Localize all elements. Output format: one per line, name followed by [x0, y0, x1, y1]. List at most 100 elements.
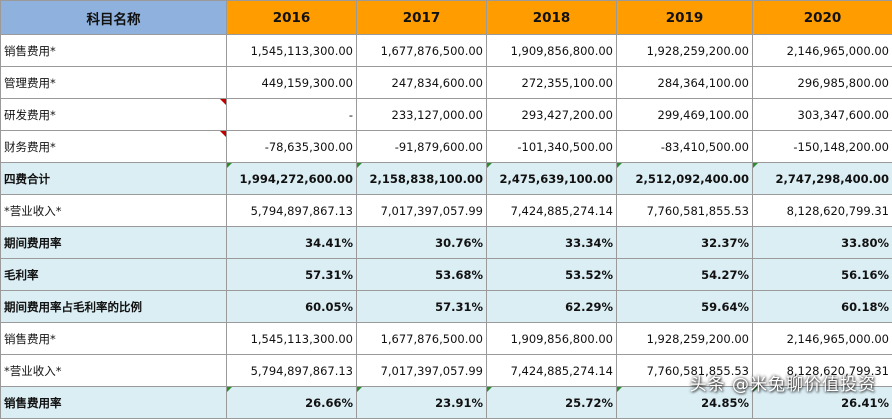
value-cell[interactable]: 26.66% — [227, 387, 357, 419]
header-cell-2020[interactable]: 2020 — [753, 1, 892, 35]
value-cell[interactable]: 1,994,272,600.00 — [227, 163, 357, 195]
row-label: 四费合计 — [4, 172, 50, 186]
value-text: 24.85% — [701, 396, 749, 410]
value-cell[interactable]: 299,469,100.00 — [617, 99, 753, 131]
value-cell[interactable]: 1,909,856,800.00 — [487, 35, 617, 67]
row-label-cell[interactable]: 期间费用率占毛利率的比例 — [1, 291, 227, 323]
value-cell[interactable]: 1,545,113,300.00 — [227, 323, 357, 355]
value-cell[interactable]: 57.31% — [357, 291, 487, 323]
value-cell[interactable]: 7,017,397,057.99 — [357, 355, 487, 387]
value-cell[interactable]: 33.34% — [487, 227, 617, 259]
value-cell[interactable]: -78,635,300.00 — [227, 131, 357, 163]
table-row-period-expense-ratio: 期间费用率 34.41% 30.76% 33.34% 32.37% 33.80% — [1, 227, 892, 259]
error-marker-icon — [617, 163, 622, 168]
value-cell[interactable]: 30.76% — [357, 227, 487, 259]
value-cell[interactable]: 1,677,876,500.00 — [357, 323, 487, 355]
value-cell[interactable]: 2,747,298,400.00 — [753, 163, 892, 195]
row-label-cell[interactable]: 四费合计 — [1, 163, 227, 195]
value-cell[interactable]: - — [227, 99, 357, 131]
row-label: 销售费用率 — [4, 396, 62, 410]
header-cell-label[interactable]: 科目名称 — [1, 1, 227, 35]
error-marker-icon — [227, 387, 232, 392]
value-cell[interactable]: 57.31% — [227, 259, 357, 291]
value-cell[interactable]: 53.68% — [357, 259, 487, 291]
value-cell[interactable]: 1,545,113,300.00 — [227, 35, 357, 67]
value-cell[interactable]: 2,512,092,400.00 — [617, 163, 753, 195]
value-cell[interactable]: 233,127,000.00 — [357, 99, 487, 131]
value-cell[interactable]: 54.27% — [617, 259, 753, 291]
table-row-finance-expense: 财务费用* -78,635,300.00 -91,879,600.00 -101… — [1, 131, 892, 163]
watermark: 头条 @米兔聊价值投资 — [690, 370, 876, 395]
row-label: 管理费用* — [4, 76, 56, 90]
value-cell[interactable]: 1,928,259,200.00 — [617, 35, 753, 67]
error-marker-icon — [357, 163, 362, 168]
value-cell[interactable]: 60.05% — [227, 291, 357, 323]
row-label-cell[interactable]: *营业收入* — [1, 355, 227, 387]
value-cell[interactable]: 2,475,639,100.00 — [487, 163, 617, 195]
row-label-cell[interactable]: 研发费用* — [1, 99, 227, 131]
row-label: 销售费用* — [4, 332, 56, 346]
error-marker-icon — [753, 163, 758, 168]
value-cell[interactable]: 1,909,856,800.00 — [487, 323, 617, 355]
row-label: 毛利率 — [4, 268, 39, 282]
value-cell[interactable]: 296,985,800.00 — [753, 67, 892, 99]
value-cell[interactable]: 7,760,581,855.53 — [617, 195, 753, 227]
value-cell[interactable]: 5,794,897,867.13 — [227, 355, 357, 387]
value-cell[interactable]: -101,340,500.00 — [487, 131, 617, 163]
value-cell[interactable]: 293,427,200.00 — [487, 99, 617, 131]
table-row-admin-expense: 管理费用* 449,159,300.00 247,834,600.00 272,… — [1, 67, 892, 99]
value-text: 2,475,639,100.00 — [500, 172, 614, 186]
row-label-cell[interactable]: 销售费用* — [1, 35, 227, 67]
row-label-cell[interactable]: 管理费用* — [1, 67, 227, 99]
row-label-cell[interactable]: 销售费用率 — [1, 387, 227, 419]
header-cell-2016[interactable]: 2016 — [227, 1, 357, 35]
value-cell[interactable]: 56.16% — [753, 259, 892, 291]
table-row-four-expense-total: 四费合计 1,994,272,600.00 2,158,838,100.00 2… — [1, 163, 892, 195]
value-text: 26.41% — [841, 396, 889, 410]
value-cell[interactable]: 59.64% — [617, 291, 753, 323]
row-label: 期间费用率 — [4, 236, 62, 250]
value-cell[interactable]: 34.41% — [227, 227, 357, 259]
value-cell[interactable]: 53.52% — [487, 259, 617, 291]
value-cell[interactable]: 449,159,300.00 — [227, 67, 357, 99]
row-label-cell[interactable]: 财务费用* — [1, 131, 227, 163]
value-text: 2,512,092,400.00 — [636, 172, 750, 186]
row-label-cell[interactable]: 销售费用* — [1, 323, 227, 355]
value-cell[interactable]: -150,148,200.00 — [753, 131, 892, 163]
value-cell[interactable]: 5,794,897,867.13 — [227, 195, 357, 227]
value-cell[interactable]: 25.72% — [487, 387, 617, 419]
value-cell[interactable]: 7,424,885,274.14 — [487, 195, 617, 227]
value-cell[interactable]: -91,879,600.00 — [357, 131, 487, 163]
value-cell[interactable]: 1,677,876,500.00 — [357, 35, 487, 67]
value-cell[interactable]: 8,128,620,799.31 — [753, 195, 892, 227]
value-cell[interactable]: -83,410,500.00 — [617, 131, 753, 163]
value-cell[interactable]: 7,017,397,057.99 — [357, 195, 487, 227]
value-cell[interactable]: 1,928,259,200.00 — [617, 323, 753, 355]
header-cell-2018[interactable]: 2018 — [487, 1, 617, 35]
value-cell[interactable]: 23.91% — [357, 387, 487, 419]
value-cell[interactable]: 272,355,100.00 — [487, 67, 617, 99]
value-cell[interactable]: 62.29% — [487, 291, 617, 323]
row-label: *营业收入* — [4, 364, 62, 378]
value-cell[interactable]: 2,146,965,000.00 — [753, 35, 892, 67]
row-label-cell[interactable]: *营业收入* — [1, 195, 227, 227]
value-cell[interactable]: 303,347,600.00 — [753, 99, 892, 131]
header-cell-2017[interactable]: 2017 — [357, 1, 487, 35]
value-cell[interactable]: 32.37% — [617, 227, 753, 259]
value-cell[interactable]: 2,158,838,100.00 — [357, 163, 487, 195]
value-cell[interactable]: 33.80% — [753, 227, 892, 259]
value-cell[interactable]: 2,146,965,000.00 — [753, 323, 892, 355]
row-label-cell[interactable]: 毛利率 — [1, 259, 227, 291]
row-label-cell[interactable]: 期间费用率 — [1, 227, 227, 259]
header-cell-2019[interactable]: 2019 — [617, 1, 753, 35]
value-cell[interactable]: 284,364,100.00 — [617, 67, 753, 99]
table-row-revenue: *营业收入* 5,794,897,867.13 7,017,397,057.99… — [1, 195, 892, 227]
table-row-selling-expense-repeat: 销售费用* 1,545,113,300.00 1,677,876,500.00 … — [1, 323, 892, 355]
value-cell[interactable]: 60.18% — [753, 291, 892, 323]
value-cell[interactable]: 7,424,885,274.14 — [487, 355, 617, 387]
table-row-gross-margin: 毛利率 57.31% 53.68% 53.52% 54.27% 56.16% — [1, 259, 892, 291]
value-cell[interactable]: 247,834,600.00 — [357, 67, 487, 99]
table-row-selling-expense: 销售费用* 1,545,113,300.00 1,677,876,500.00 … — [1, 35, 892, 67]
value-text: 23.91% — [435, 396, 483, 410]
